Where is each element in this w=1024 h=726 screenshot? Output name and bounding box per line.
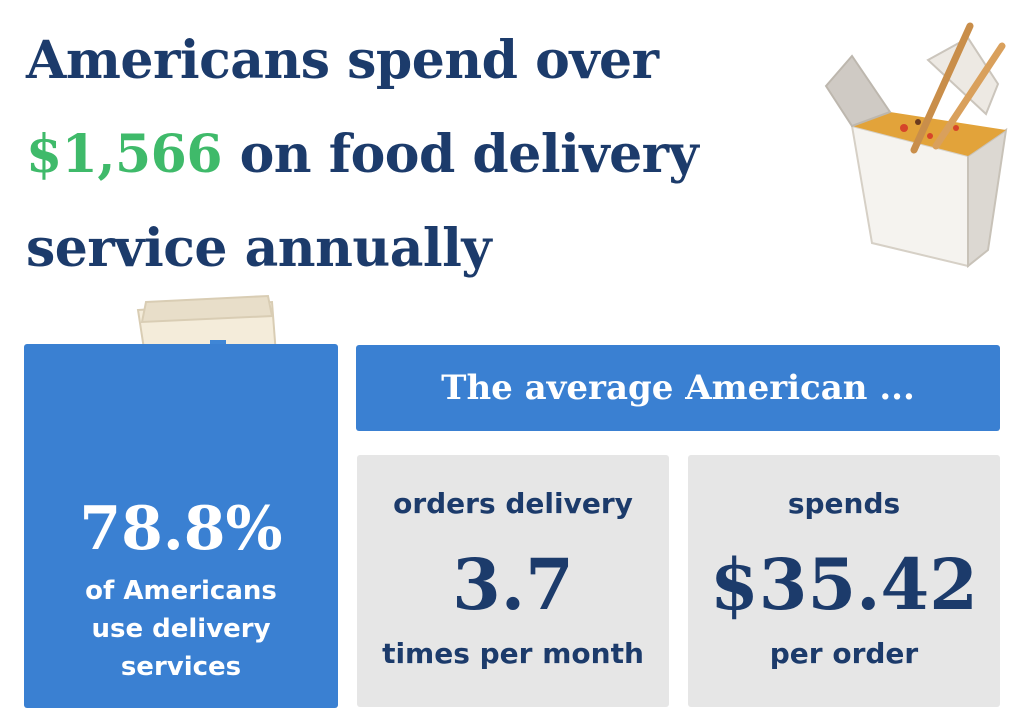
spend-per-order-label: spends	[787, 487, 901, 520]
takeout-box-icon	[824, 22, 1008, 268]
headline-line-2-text: on food delivery	[222, 124, 699, 185]
headline: Americans spend over $1,566 on food deli…	[26, 14, 816, 296]
spend-per-order-value: $35.42	[710, 543, 978, 626]
usage-line-1: of Americans	[85, 576, 277, 606]
orders-frequency-label: orders delivery	[393, 487, 633, 520]
spend-per-order-card: spends $35.42 per order	[688, 455, 1000, 707]
headline-line-3: service annually	[26, 218, 492, 279]
usage-description: of Americans use delivery services	[24, 572, 338, 686]
headline-amount: $1,566	[26, 124, 223, 185]
usage-line-2: use delivery	[91, 614, 271, 644]
delivery-usage-card: 78.8% of Americans use delivery services	[24, 344, 338, 708]
headline-line-2: $1,566 on food delivery	[26, 108, 816, 202]
orders-frequency-unit: times per month	[382, 637, 644, 670]
usage-line-3: services	[120, 652, 242, 682]
headline-line-1: Americans spend over	[26, 30, 659, 91]
average-american-banner: The average American ...	[356, 345, 1000, 431]
orders-frequency-value: 3.7	[452, 543, 574, 626]
spend-per-order-unit: per order	[769, 637, 919, 670]
orders-frequency-card: orders delivery 3.7 times per month	[357, 455, 669, 707]
usage-percent: 78.8%	[79, 494, 283, 564]
